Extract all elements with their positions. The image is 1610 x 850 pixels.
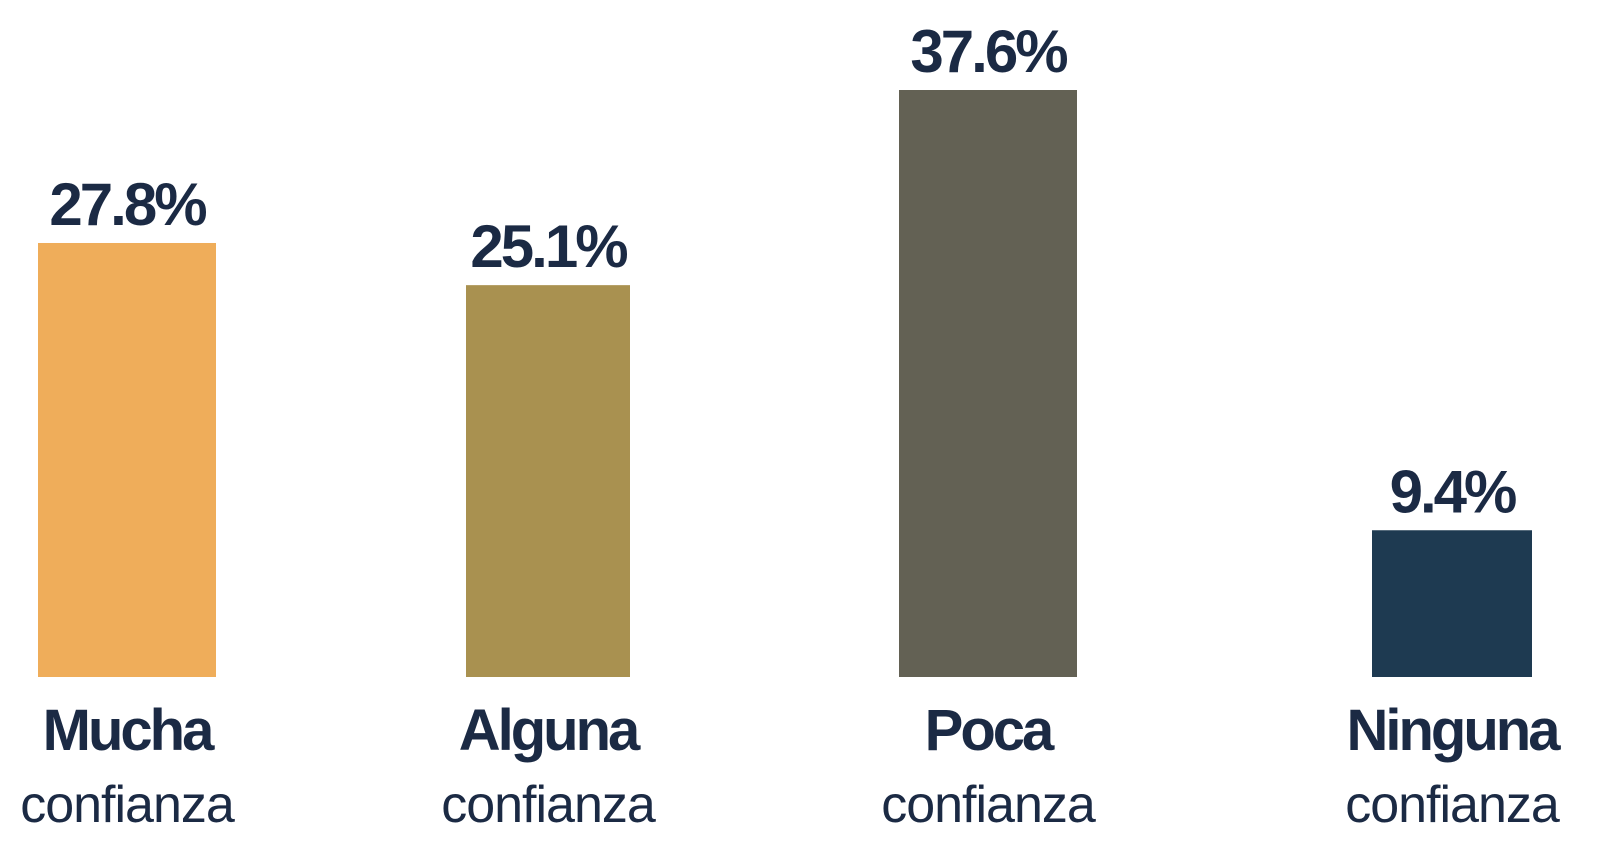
category-label: confianza (441, 776, 656, 834)
category-label: Alguna (459, 698, 641, 763)
bar (466, 285, 630, 677)
category-label: confianza (1345, 776, 1560, 834)
bar (1372, 530, 1532, 677)
bar (38, 242, 216, 677)
category-label: Ninguna (1347, 698, 1562, 763)
category-label: confianza (881, 776, 1096, 834)
value-label: 37.6% (910, 18, 1067, 85)
value-label: 25.1% (470, 213, 627, 280)
category-label: Poca (925, 698, 1055, 763)
category-label: confianza (20, 776, 235, 834)
bar (899, 90, 1077, 677)
value-label: 27.8% (49, 171, 206, 238)
category-label: Mucha (43, 698, 215, 763)
value-label: 9.4% (1390, 458, 1516, 525)
